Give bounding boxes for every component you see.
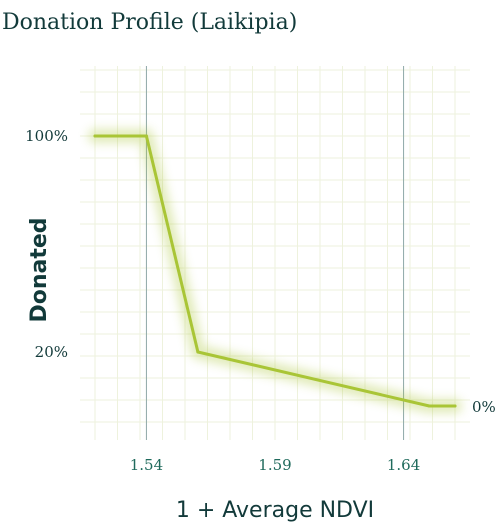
data-point <box>144 134 148 138</box>
reference-lines <box>145 66 405 440</box>
y-tick-label: 20% <box>35 343 68 361</box>
y-tick-label: 100% <box>25 127 68 145</box>
x-tick-label: 1.59 <box>258 456 291 474</box>
end-value-label: 0% <box>472 398 496 416</box>
data-point <box>427 404 431 408</box>
data-points <box>93 134 457 408</box>
data-point <box>93 134 97 138</box>
data-point <box>196 350 200 354</box>
x-axis-label: 1 + Average NDVI <box>176 498 374 523</box>
y-axis-label: Donated <box>27 217 52 322</box>
x-tick-label: 1.64 <box>387 456 420 474</box>
y-tick-labels: 100% 20% <box>25 127 68 361</box>
data-point <box>453 404 457 408</box>
x-tick-labels: 1.54 1.59 1.64 <box>130 456 421 474</box>
grid <box>80 66 470 440</box>
x-tick-label: 1.54 <box>130 456 163 474</box>
chart-title: Donation Profile (Laikipia) <box>2 10 297 35</box>
